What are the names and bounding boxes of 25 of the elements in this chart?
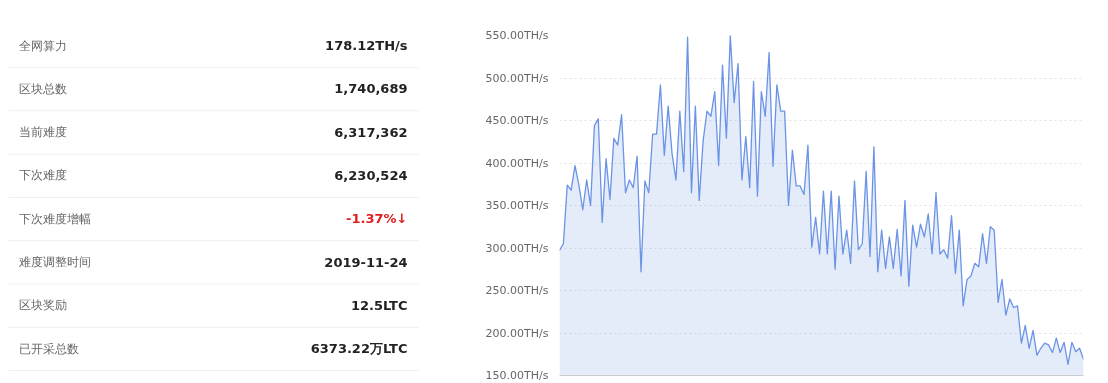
y-tick-label: 400.00TH/s bbox=[485, 156, 549, 170]
text: 下次难度增幅 bbox=[18, 211, 91, 226]
text: 6373.22万LTC bbox=[310, 341, 408, 357]
y-tick-label: 450.00TH/s bbox=[485, 114, 549, 127]
text: 区块奖励 bbox=[18, 298, 67, 313]
text: 6,230,524 bbox=[334, 167, 408, 183]
text: 全网算力 bbox=[18, 38, 67, 53]
text: 12.5LTC bbox=[350, 297, 408, 313]
text: 区块总数 bbox=[18, 81, 67, 96]
y-tick-label: 150.00TH/s bbox=[485, 369, 549, 382]
text: 已开采总数 bbox=[18, 341, 79, 356]
text: 当前难度 bbox=[18, 125, 67, 140]
text: 1,740,689 bbox=[334, 81, 408, 97]
y-tick-label: 500.00TH/s bbox=[485, 71, 549, 85]
text: 178.12TH/s bbox=[325, 38, 408, 53]
y-tick-label: 300.00TH/s bbox=[485, 241, 549, 255]
y-tick-label: 550.00TH/s bbox=[485, 29, 549, 42]
y-tick-label: 250.00TH/s bbox=[485, 284, 549, 297]
y-tick-label: 200.00TH/s bbox=[485, 326, 549, 340]
y-tick-label: 350.00TH/s bbox=[485, 199, 549, 212]
text: 下次难度 bbox=[18, 168, 67, 183]
text: -1.37%↓ bbox=[346, 211, 408, 227]
text: 6,317,362 bbox=[334, 124, 408, 140]
text: 难度调整时间 bbox=[17, 255, 91, 269]
text: 2019-11-24 bbox=[324, 254, 408, 270]
